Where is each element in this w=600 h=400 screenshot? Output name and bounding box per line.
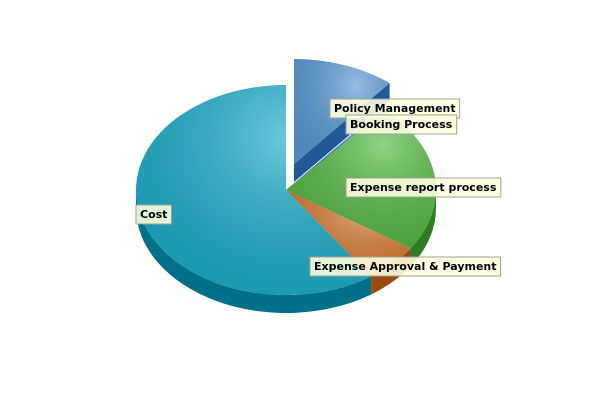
slice-side-cost (136, 190, 372, 313)
label-text: Policy Management (334, 102, 456, 115)
label-text: Booking Process (350, 118, 453, 131)
label-text: Cost (140, 208, 167, 221)
pie-slices (135, 59, 437, 295)
label-expense-report-process: Expense report process (345, 177, 502, 198)
label-cost: Cost (135, 204, 172, 225)
label-booking-process: Booking Process (345, 114, 458, 135)
label-box (345, 114, 458, 135)
label-box (135, 204, 172, 225)
slice-shading-cost (135, 85, 372, 295)
label-box (345, 177, 502, 198)
slice-shading-expense-approval-and-payment (286, 190, 411, 277)
label-expense-approval-and-payment: Expense Approval & Payment (309, 256, 502, 277)
label-text: Expense report process (350, 181, 497, 194)
label-text: Expense Approval & Payment (314, 260, 497, 273)
pie-labels: Policy Management Booking Process Expense … (135, 98, 502, 277)
label-policy-management: Policy Management (329, 98, 461, 119)
slice-side-expense-report-process (410, 190, 436, 267)
label-box (309, 256, 502, 277)
